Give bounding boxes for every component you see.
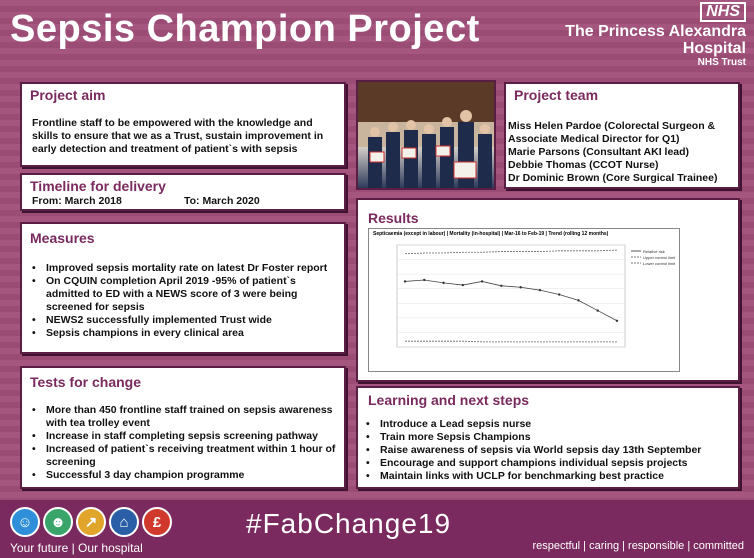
- data-point: [596, 309, 599, 312]
- footer-hashtag: #FabChange19: [246, 508, 452, 539]
- team-member: Debbie Thomas (CCOT Nurse): [508, 159, 659, 171]
- measures-list: Improved sepsis mortality rate on latest…: [32, 262, 342, 340]
- learning-heading: Learning and next steps: [368, 392, 530, 408]
- learning-item: Raise awareness of sepsis via World seps…: [366, 444, 738, 457]
- measures-panel: Measures Improved sepsis mortality rate …: [20, 222, 346, 354]
- tests-panel: Tests for change More than 450 frontline…: [20, 366, 346, 489]
- people-icon: ☺: [10, 507, 40, 537]
- tests-item: Increase in staff completing sepsis scre…: [32, 430, 342, 443]
- data-point: [442, 281, 445, 285]
- trust-name-line3: NHS Trust: [697, 57, 746, 68]
- tests-item: Successful 3 day champion programme: [32, 469, 342, 482]
- trust-name-line2: Hospital: [682, 40, 746, 57]
- tests-item: More than 450 frontline staff trained on…: [32, 404, 342, 430]
- timeline-to: To: March 2020: [184, 195, 260, 207]
- legend-label: Lower control limit: [643, 261, 676, 266]
- measures-item: On CQUIN completion April 2019 -95% of p…: [32, 275, 342, 314]
- project-aim-text: Frontline staff to be empowered with the…: [32, 117, 324, 155]
- project-team-list: Miss Helen Pardoe (Colorectal Surgeon & …: [508, 120, 717, 185]
- data-point: [538, 288, 542, 292]
- data-point: [500, 284, 503, 287]
- data-point: [461, 283, 465, 287]
- trust-branding: NHS The Princess Alexandra Hospital NHS …: [565, 2, 746, 68]
- nhs-logo: NHS: [700, 2, 746, 22]
- learning-item: Maintain links with UCLP for benchmarkin…: [366, 470, 738, 483]
- project-team-heading: Project team: [514, 87, 599, 103]
- data-point: [403, 280, 407, 283]
- learning-panel: Learning and next steps Introduce a Lead…: [356, 386, 740, 489]
- plot-area: [396, 244, 626, 348]
- poster-title: Sepsis Champion Project: [10, 8, 480, 50]
- data-point: [557, 293, 561, 296]
- project-aim-panel: Project aim Frontline staff to be empowe…: [20, 82, 346, 167]
- footer-values: respectful | caring | responsible | comm…: [532, 540, 744, 552]
- measures-heading: Measures: [30, 230, 95, 246]
- chart-svg: Relative risk Upper control limit Lower …: [396, 244, 676, 348]
- project-aim-heading: Project aim: [30, 87, 106, 103]
- team-member: Marie Parsons (Consultant AKI lead): [508, 146, 690, 158]
- data-point: [519, 286, 522, 289]
- pound-icon: £: [142, 507, 172, 537]
- data-point: [480, 280, 484, 283]
- footer-tagline: Your future | Our hospital: [10, 541, 143, 555]
- timeline-panel: Timeline for delivery From: March 2018 T…: [20, 173, 346, 211]
- learning-item: Encourage and support champions individu…: [366, 457, 738, 470]
- team-photo: [356, 80, 496, 190]
- series-line: [404, 249, 618, 255]
- house-icon: ⌂: [109, 507, 139, 537]
- legend-label: Upper control limit: [643, 255, 676, 260]
- poster-header: Sepsis Champion Project NHS The Princess…: [0, 0, 754, 68]
- measures-item: NEWS2 successfully implemented Trust wid…: [32, 314, 342, 327]
- tests-item: Increased of patient`s receiving treatme…: [32, 443, 342, 469]
- trust-name-line1: The Princess Alexandra: [565, 23, 746, 40]
- legend-label: Relative risk: [643, 249, 665, 254]
- tests-list: More than 450 frontline staff trained on…: [32, 404, 342, 482]
- group-icon: ☻: [43, 507, 73, 537]
- measures-item: Sepsis champions in every clinical area: [32, 327, 342, 340]
- team-member: Dr Dominic Brown (Core Surgical Trainee): [508, 172, 718, 184]
- series-line: [404, 279, 618, 322]
- timeline-heading: Timeline for delivery: [30, 178, 166, 194]
- learning-item: Introduce a Lead sepsis nurse: [366, 418, 738, 431]
- value-icons: ☺ ☻ ↗ ⌂ £: [10, 507, 172, 537]
- learning-list: Introduce a Lead sepsis nurse Train more…: [366, 418, 738, 483]
- project-team-panel: Project team Miss Helen Pardoe (Colorect…: [504, 82, 740, 189]
- team-member: Miss Helen Pardoe (Colorectal Surgeon &: [508, 120, 716, 132]
- timeline-from: From: March 2018: [32, 195, 122, 207]
- data-point: [577, 299, 580, 302]
- measures-item: Improved sepsis mortality rate on latest…: [32, 262, 342, 275]
- data-point: [423, 278, 426, 282]
- chart-title: Septicaemia (except in labour) | Mortali…: [373, 231, 609, 237]
- tests-heading: Tests for change: [30, 374, 141, 390]
- team-photo-illustration: [358, 82, 494, 188]
- data-point: [615, 319, 619, 322]
- series-line: [405, 340, 617, 343]
- chart-icon: ↗: [76, 507, 106, 537]
- results-heading: Results: [368, 210, 419, 226]
- team-member: Associate Medical Director for Q1): [508, 133, 680, 145]
- results-chart: Septicaemia (except in labour) | Mortali…: [368, 228, 680, 372]
- learning-item: Train more Sepsis Champions: [366, 431, 738, 444]
